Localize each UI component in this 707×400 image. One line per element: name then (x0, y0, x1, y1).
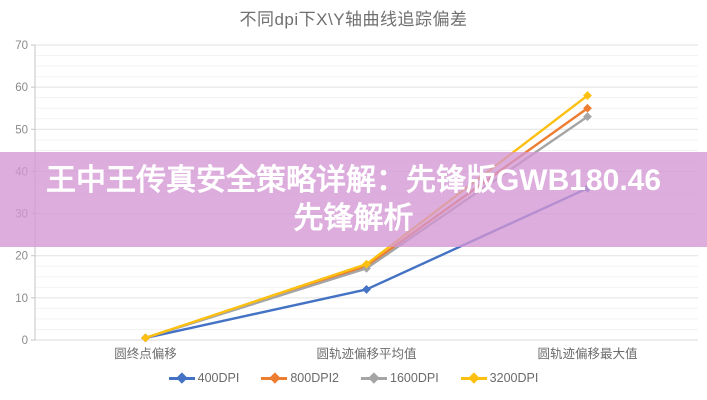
data-point-marker (141, 333, 150, 343)
y-axis-label: 50 (15, 124, 28, 136)
legend-item: 400DPI (168, 371, 240, 385)
overlay-banner: 王中王传真安全策略详解：先锋版GWB180.46先锋解析 (0, 152, 707, 247)
legend-item: 800DPI2 (261, 371, 339, 385)
legend-label: 3200DPI (489, 371, 539, 385)
y-axis-label: 10 (15, 293, 28, 305)
y-axis-label: 70 (15, 40, 28, 52)
legend-item: 1600DPI (361, 371, 439, 385)
y-axis-label: 60 (15, 82, 28, 94)
legend-label: 400DPI (197, 371, 240, 385)
y-axis-label: 20 (15, 251, 28, 263)
x-axis-label: 圆终点偏移 (114, 346, 177, 361)
legend-label: 800DPI2 (290, 371, 340, 385)
legend-line-diamond-icon (361, 372, 388, 384)
data-point-marker (362, 285, 371, 294)
y-axis-label: 0 (22, 335, 28, 347)
legend-item: 3200DPI (460, 371, 539, 385)
data-point-marker (583, 112, 592, 122)
legend-line-diamond-icon (261, 372, 288, 384)
legend-label: 1600DPI (390, 371, 439, 385)
data-point-marker (583, 103, 592, 113)
data-point-marker (583, 91, 592, 100)
chart-title: 不同dpi下X\Y轴曲线追踪偏差 (239, 10, 468, 29)
x-axis-label: 圆轨迹偏移最大值 (537, 346, 637, 361)
x-axis-label: 圆轨迹偏移平均值 (316, 346, 416, 361)
legend-line-diamond-icon (168, 372, 195, 384)
overlay-text: 王中王传真安全策略详解：先锋版GWB180.46先锋解析 (45, 163, 662, 235)
legend-line-diamond-icon (460, 372, 487, 384)
chart-legend: 400DPI 800DPI2 1600DPI 3200DPI (0, 371, 707, 385)
data-point-marker (362, 259, 371, 269)
